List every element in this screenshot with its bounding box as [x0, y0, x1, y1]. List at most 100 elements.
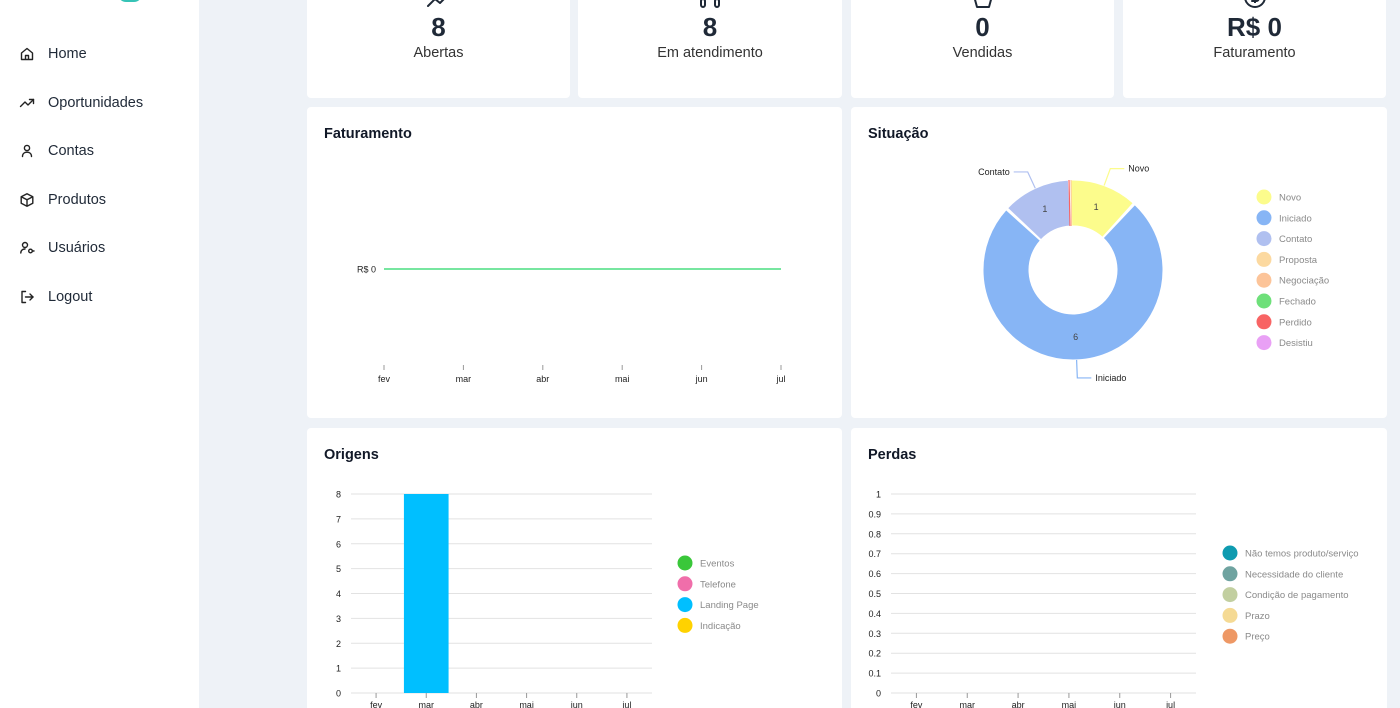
y-tick-label: 0.1 — [868, 669, 881, 679]
x-tick-label: fev — [910, 700, 923, 708]
logout-icon — [19, 289, 35, 305]
legend-swatch — [1222, 545, 1238, 561]
stat-card-vendidas: 0 Vendidas — [851, 0, 1114, 98]
legend-label: Indicação — [700, 621, 741, 632]
sidebar-item-home[interactable]: Home — [0, 30, 199, 79]
sidebar-item-label: Produtos — [48, 191, 107, 208]
leader-line — [1103, 168, 1125, 186]
sidebar-item-label: Contas — [48, 143, 94, 160]
x-tick-label: jun — [695, 374, 708, 384]
home-icon — [19, 46, 35, 62]
legend-label: Prazo — [1245, 611, 1270, 622]
slice-label: Novo — [1128, 164, 1149, 174]
donut-slice — [1068, 179, 1071, 227]
slice-label: Contato — [978, 167, 1010, 177]
donut-slice — [1069, 179, 1134, 239]
legend-swatch — [1256, 251, 1272, 267]
leader-line — [1013, 171, 1036, 189]
x-tick-label: fev — [378, 374, 391, 384]
x-tick-label: jul — [621, 700, 631, 708]
x-tick-label: abr — [470, 700, 483, 708]
dollar-circle-icon — [1243, 0, 1266, 8]
shopping-basket-icon — [973, 0, 992, 8]
stat-value: 0 — [975, 12, 990, 42]
sidebar-nav: Home Oportunidades Contas Produtos Usuár… — [0, 30, 199, 321]
legend-swatch — [1222, 587, 1238, 603]
situacao-donut-chart: 1 6 1 Novo Contato Iniciado Novo Iniciado Contat… — [978, 164, 1329, 383]
legend-label: Não temos produto/serviço — [1245, 549, 1359, 560]
package-icon — [19, 192, 35, 208]
legend-label: Desistiu — [1279, 338, 1313, 349]
leader-line — [1075, 359, 1092, 379]
legend-label: Necessidade do cliente — [1245, 569, 1343, 580]
y-tick-label: 0 — [876, 689, 881, 699]
sidebar-item-usuarios[interactable]: Usuários — [0, 224, 199, 273]
y-tick-label: 1 — [876, 490, 881, 500]
x-tick-label: jul — [775, 374, 785, 384]
panel-title: Faturamento — [324, 126, 412, 142]
panel-origens: Origens 0 1 2 3 4 5 6 7 8 fev mar abr mai jun jul Event… — [307, 428, 842, 708]
sidebar-item-label: Logout — [48, 288, 93, 305]
x-tick-label: abr — [1012, 700, 1025, 708]
y-tick-label: 6 — [336, 539, 341, 549]
legend-swatch — [677, 555, 693, 571]
legend-swatch — [677, 617, 693, 633]
panel-situacao: Situação 1 6 1 Novo Contato Iniciado Novo Inici… — [851, 107, 1387, 418]
legend-label: Iniciado — [1279, 213, 1312, 224]
stat-label: Em atendimento — [657, 45, 763, 61]
slice-value-label: 6 — [1073, 332, 1078, 342]
legend-swatch — [1256, 210, 1272, 226]
stat-label: Vendidas — [952, 45, 1013, 61]
panel-title: Perdas — [868, 447, 917, 463]
headset-icon — [700, 0, 720, 8]
stat-value: 8 — [702, 12, 718, 42]
sidebar-item-oportunidades[interactable]: Oportunidades — [0, 79, 199, 128]
user-key-icon — [19, 240, 35, 256]
y-tick-label: 5 — [336, 564, 341, 574]
x-tick-label: mar — [960, 700, 976, 708]
y-tick-label: 0.2 — [868, 649, 881, 659]
panel-title: Origens — [324, 447, 379, 463]
stat-card-abertas: 8 Abertas — [307, 0, 570, 98]
trending-up-icon — [19, 95, 35, 111]
donut-slice — [1006, 179, 1072, 241]
x-tick-label: jul — [1165, 700, 1175, 708]
y-tick-label: 0.5 — [868, 589, 881, 599]
x-tick-label: fev — [370, 700, 383, 708]
y-tick-label: 0 — [336, 689, 341, 699]
legend-label: Novo — [1279, 193, 1301, 204]
panel-faturamento: Faturamento R$ 0 fev mar abr mai jun jul — [307, 107, 842, 418]
perdas-bar-chart: 0 0.1 0.2 0.3 0.4 0.5 0.6 0.7 0.8 0.9 1 fev mar abr ma… — [868, 490, 1359, 708]
y-tick-label: 4 — [336, 589, 341, 599]
faturamento-line-chart: R$ 0 fev mar abr mai jun jul — [357, 265, 786, 385]
x-tick-label: mar — [419, 700, 435, 708]
stat-label: Faturamento — [1213, 45, 1296, 61]
panel-perdas: Perdas 0 0.1 0.2 0.3 0.4 0.5 0.6 0.7 0.8 0.9 1 fev m… — [851, 428, 1387, 708]
panel-title: Situação — [868, 126, 929, 142]
sidebar-item-logout[interactable]: Logout — [0, 273, 199, 322]
sidebar-item-label: Usuários — [48, 240, 106, 257]
legend-swatch — [677, 597, 693, 613]
y-tick-label: 7 — [336, 514, 341, 524]
sidebar-item-contas[interactable]: Contas — [0, 127, 199, 176]
sidebar-item-produtos[interactable]: Produtos — [0, 176, 199, 225]
legend-label: Proposta — [1279, 255, 1318, 266]
stat-label: Abertas — [413, 45, 464, 61]
slice-value-label: 1 — [1042, 204, 1047, 214]
legend-swatch — [1256, 189, 1272, 205]
sidebar: Home Oportunidades Contas Produtos Usuár… — [0, 0, 199, 708]
legend-label: Fechado — [1279, 297, 1316, 308]
x-tick-label: abr — [536, 374, 549, 384]
slice-label: Iniciado — [1095, 373, 1126, 383]
legend-swatch — [1222, 566, 1238, 582]
donut-slice — [1070, 179, 1072, 227]
legend-label: Condição de pagamento — [1245, 590, 1349, 601]
y-tick-label: 8 — [336, 490, 341, 500]
stat-card-em-atendimento: 8 Em atendimento — [578, 0, 842, 98]
x-tick-label: mai — [519, 700, 534, 708]
sidebar-item-label: Home — [48, 46, 87, 63]
legend-swatch — [1256, 231, 1272, 247]
legend-swatch — [1256, 335, 1272, 351]
y-tick-label: 0.4 — [868, 609, 881, 619]
legend-label: Contato — [1279, 234, 1312, 245]
